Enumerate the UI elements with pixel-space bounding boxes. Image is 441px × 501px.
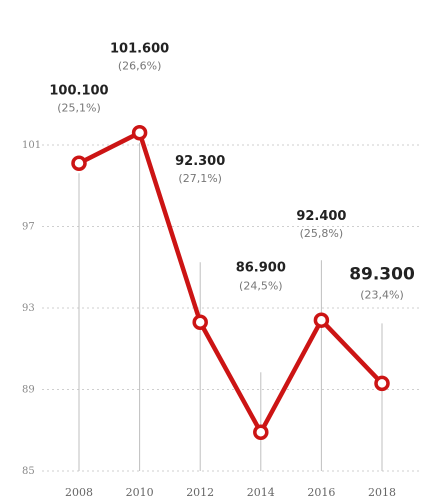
value-label: 89.300 [349, 264, 415, 284]
x-tick-label: 2014 [247, 486, 275, 499]
x-tick-label: 2018 [368, 486, 396, 499]
y-tick-label: 93 [22, 303, 35, 314]
data-point-2016 [313, 312, 330, 328]
y-tick-label: 101 [22, 140, 41, 151]
x-tick-label: 2016 [307, 486, 335, 499]
share-label: (25,1%) [57, 101, 101, 114]
share-label: (24,5%) [239, 279, 283, 292]
value-label: 92.300 [175, 154, 225, 169]
share-label: (27,1%) [178, 172, 222, 185]
data-point-2008 [71, 155, 87, 172]
data-point-2014 [253, 424, 269, 441]
x-tick-label: 2010 [126, 486, 154, 499]
share-label: (23,4%) [360, 288, 404, 301]
share-label: (25,8%) [300, 227, 344, 240]
x-tick-label: 2012 [186, 486, 214, 499]
value-label: 86.900 [236, 260, 286, 275]
data-point-2012 [192, 314, 208, 330]
y-tick-label: 89 [22, 384, 35, 395]
series-line [76, 130, 385, 435]
share-label: (26,6%) [118, 60, 162, 73]
data-point-2010 [131, 124, 148, 141]
data-point-2018 [374, 375, 390, 392]
x-tick-label: 2008 [65, 486, 93, 499]
value-label: 100.100 [49, 83, 108, 98]
value-label: 101.600 [110, 42, 169, 57]
y-tick-label: 85 [22, 466, 35, 477]
value-label: 92.400 [296, 209, 346, 224]
y-tick-label: 97 [22, 221, 35, 232]
